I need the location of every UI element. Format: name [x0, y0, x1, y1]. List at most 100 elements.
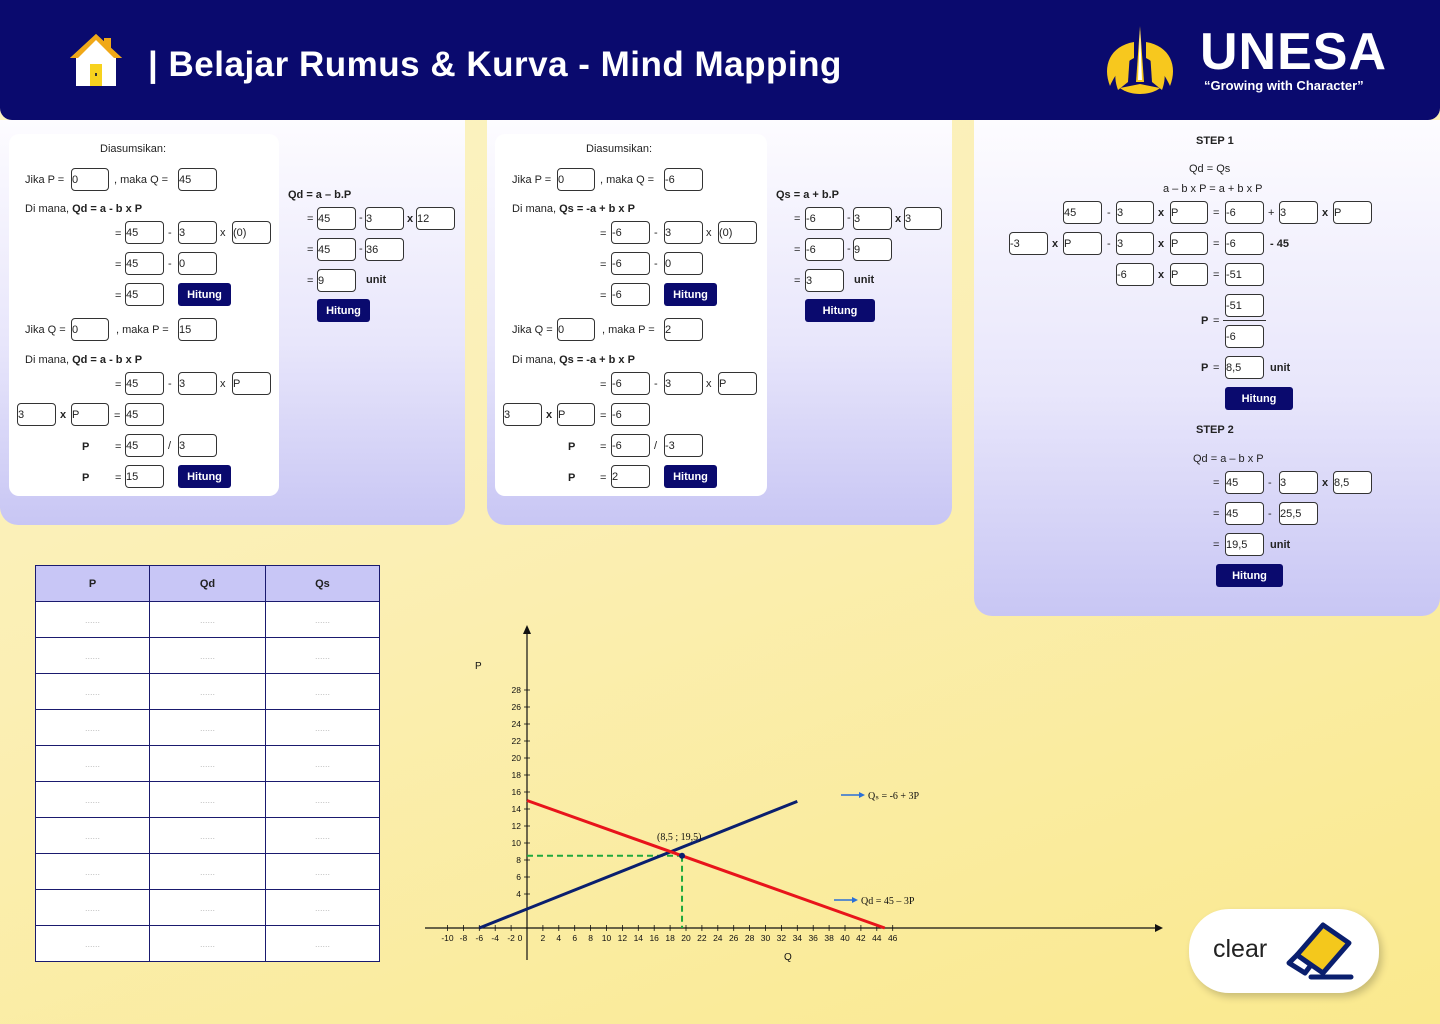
- q0-field[interactable]: [178, 168, 217, 191]
- supply-r1-c[interactable]: [718, 221, 757, 244]
- cell-qs[interactable]: ......: [264, 925, 381, 962]
- demand-side1-b[interactable]: [365, 207, 404, 230]
- cell-qd[interactable]: ......: [149, 673, 266, 710]
- cell-p[interactable]: ......: [34, 889, 151, 926]
- demand-side1-c[interactable]: [416, 207, 455, 230]
- p0-field[interactable]: [557, 168, 595, 191]
- cell-qs[interactable]: ......: [264, 889, 381, 926]
- demand-s1-b[interactable]: [178, 372, 217, 395]
- step-row6[interactable]: [1225, 533, 1264, 556]
- supply-s3-a[interactable]: [611, 434, 650, 457]
- step-p-value[interactable]: [1225, 356, 1264, 379]
- p0-field[interactable]: [71, 168, 109, 191]
- cell-p[interactable]: ......: [34, 673, 151, 710]
- cell-p[interactable]: ......: [34, 781, 151, 818]
- demand-s4[interactable]: [125, 465, 164, 488]
- cell-qd[interactable]: ......: [149, 637, 266, 674]
- step-row1-f[interactable]: [1333, 201, 1372, 224]
- step-row5-a[interactable]: [1225, 502, 1264, 525]
- demand-r1-c[interactable]: [232, 221, 271, 244]
- supply-side2-b[interactable]: [853, 238, 892, 261]
- cell-qd[interactable]: ......: [149, 925, 266, 962]
- cell-qs[interactable]: ......: [264, 745, 381, 782]
- home-icon[interactable]: [68, 30, 124, 88]
- cell-qs[interactable]: ......: [264, 781, 381, 818]
- supply-r2-b[interactable]: [664, 252, 703, 275]
- step-row2-e[interactable]: [1225, 232, 1264, 255]
- cell-qd[interactable]: ......: [149, 601, 266, 638]
- supply-side3[interactable]: [805, 269, 844, 292]
- supply-r1-a[interactable]: [611, 221, 650, 244]
- supply-hitung-3-button[interactable]: Hitung: [805, 299, 875, 322]
- demand-s3-b[interactable]: [178, 434, 217, 457]
- demand-r3[interactable]: [125, 283, 164, 306]
- demand-r2-b[interactable]: [178, 252, 217, 275]
- demand-side2-a[interactable]: [317, 238, 356, 261]
- demand-side1-a[interactable]: [317, 207, 356, 230]
- cell-qd[interactable]: ......: [149, 889, 266, 926]
- demand-side2-b[interactable]: [365, 238, 404, 261]
- step-row3-a[interactable]: [1116, 263, 1154, 286]
- supply-side1-a[interactable]: [805, 207, 844, 230]
- cell-p[interactable]: ......: [34, 925, 151, 962]
- cell-qd[interactable]: ......: [149, 745, 266, 782]
- supply-side1-b[interactable]: [853, 207, 892, 230]
- cell-p[interactable]: ......: [34, 817, 151, 854]
- supply-r3[interactable]: [611, 283, 650, 306]
- cell-p[interactable]: ......: [34, 709, 151, 746]
- cell-p[interactable]: ......: [34, 601, 151, 638]
- supply-side2-a[interactable]: [805, 238, 844, 261]
- q1-field[interactable]: [557, 318, 595, 341]
- demand-r1-a[interactable]: [125, 221, 164, 244]
- cell-qs[interactable]: ......: [264, 601, 381, 638]
- supply-s1-b[interactable]: [664, 372, 703, 395]
- cell-qs[interactable]: ......: [264, 853, 381, 890]
- demand-side3[interactable]: [317, 269, 356, 292]
- step-row3-c[interactable]: [1225, 263, 1264, 286]
- demand-hitung-2-button[interactable]: Hitung: [178, 465, 231, 488]
- supply-r1-b[interactable]: [664, 221, 703, 244]
- demand-s2-b[interactable]: [71, 403, 109, 426]
- step-row2-c[interactable]: [1116, 232, 1154, 255]
- step-frac-top[interactable]: [1225, 294, 1264, 317]
- step-row5-b[interactable]: [1279, 502, 1318, 525]
- step-row1-c[interactable]: [1170, 201, 1208, 224]
- step2-hitung-button[interactable]: Hitung: [1216, 564, 1283, 587]
- supply-s2-a[interactable]: [503, 403, 542, 426]
- supply-s2-b[interactable]: [557, 403, 595, 426]
- step-row2-a[interactable]: [1009, 232, 1048, 255]
- supply-side1-c[interactable]: [904, 207, 942, 230]
- cell-qd[interactable]: ......: [149, 817, 266, 854]
- step-row1-b[interactable]: [1116, 201, 1154, 224]
- step1-hitung-button[interactable]: Hitung: [1225, 387, 1293, 410]
- demand-s3-a[interactable]: [125, 434, 164, 457]
- cell-qd[interactable]: ......: [149, 709, 266, 746]
- step-row4-b[interactable]: [1279, 471, 1318, 494]
- demand-s1-c[interactable]: [232, 372, 271, 395]
- step-row1-d[interactable]: [1225, 201, 1264, 224]
- supply-r2-a[interactable]: [611, 252, 650, 275]
- demand-hitung-3-button[interactable]: Hitung: [317, 299, 370, 322]
- cell-qs[interactable]: ......: [264, 709, 381, 746]
- p1-field[interactable]: [664, 318, 703, 341]
- demand-r2-a[interactable]: [125, 252, 164, 275]
- cell-qs[interactable]: ......: [264, 817, 381, 854]
- supply-s3-b[interactable]: [664, 434, 703, 457]
- cell-qd[interactable]: ......: [149, 853, 266, 890]
- step-frac-bot[interactable]: [1225, 325, 1264, 348]
- step-row2-d[interactable]: [1170, 232, 1208, 255]
- step-row4-c[interactable]: [1333, 471, 1372, 494]
- step-row2-b[interactable]: [1063, 232, 1102, 255]
- demand-hitung-1-button[interactable]: Hitung: [178, 283, 231, 306]
- step-row1-e[interactable]: [1279, 201, 1318, 224]
- demand-r1-b[interactable]: [178, 221, 217, 244]
- cell-p[interactable]: ......: [34, 637, 151, 674]
- cell-qd[interactable]: ......: [149, 781, 266, 818]
- cell-qs[interactable]: ......: [264, 673, 381, 710]
- cell-p[interactable]: ......: [34, 853, 151, 890]
- step-row4-a[interactable]: [1225, 471, 1264, 494]
- q1-field[interactable]: [71, 318, 109, 341]
- step-row3-b[interactable]: [1170, 263, 1208, 286]
- clear-button[interactable]: clear: [1189, 909, 1379, 993]
- supply-hitung-1-button[interactable]: Hitung: [664, 283, 717, 306]
